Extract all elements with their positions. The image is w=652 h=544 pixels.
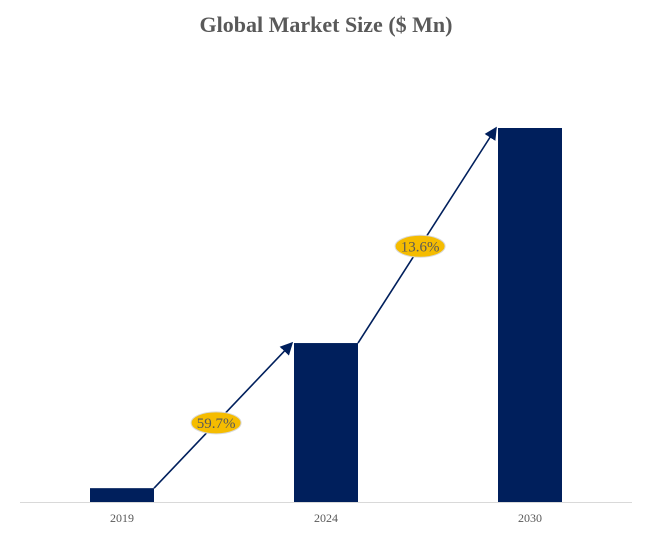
bar-2019 — [90, 488, 154, 502]
cagr-badge-0 — [190, 411, 242, 435]
x-tick-label-2024: 2024 — [314, 511, 338, 525]
bar-2030 — [498, 128, 562, 502]
bar-2024 — [294, 343, 358, 502]
cagr-badge-1 — [394, 234, 446, 258]
chart-title: Global Market Size ($ Mn) — [199, 12, 453, 37]
cagr-label-0: 59.7% — [197, 416, 236, 432]
x-tick-label-2030: 2030 — [518, 511, 542, 525]
cagr-label-1: 13.6% — [401, 239, 440, 255]
x-tick-label-2019: 2019 — [110, 511, 134, 525]
